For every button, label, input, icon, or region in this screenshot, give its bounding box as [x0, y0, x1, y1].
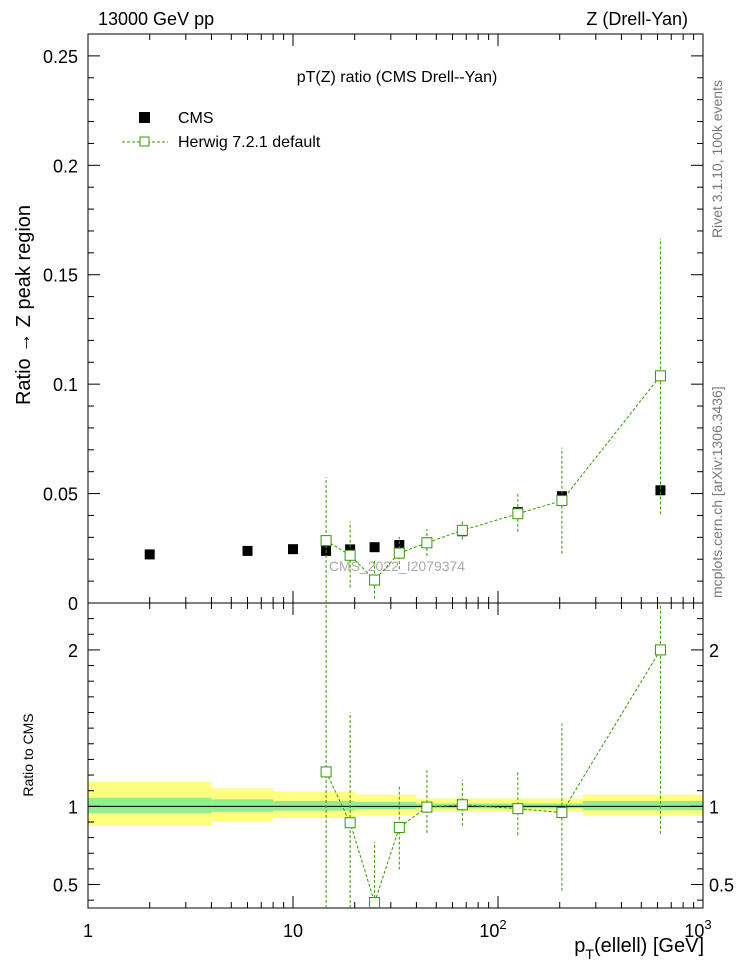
x-tick-label: 1 — [83, 921, 93, 941]
ratio-y-tick-label-right: 2 — [709, 641, 719, 661]
mc-point — [320, 535, 332, 547]
ratio-band-inner — [354, 801, 417, 810]
mc-point — [320, 766, 332, 778]
watermark: CMS_2022_I2079374 — [329, 558, 465, 574]
cms-data-point — [369, 542, 380, 553]
main-title: pT(Z) ratio (CMS Drell--Yan) — [297, 69, 498, 86]
herwig-main-series — [320, 238, 666, 603]
mc-point — [654, 644, 666, 656]
main-y-tick-label: 0 — [68, 594, 78, 614]
cms-data-point — [655, 485, 666, 496]
ratio-band-inner — [583, 800, 703, 811]
ratio-band-inner — [273, 800, 355, 811]
ratio-y-tick-label-left: 1 — [68, 797, 78, 817]
mc-point — [344, 549, 356, 561]
mc-line — [325, 649, 661, 905]
header-left: 13000 GeV pp — [98, 9, 214, 29]
main-y-tick-label: 0.15 — [43, 266, 78, 286]
main-y-tick-label: 0.25 — [43, 47, 78, 67]
chart-marks: 1 10 102 103 0 0.05 0.1 0.15 0.2 0.25 0.5 0.5 1 1 2 2 — [43, 33, 734, 941]
main-y-tick-label: 0.1 — [53, 375, 78, 395]
cms-data-point — [144, 549, 155, 560]
cms-data-series — [144, 485, 666, 560]
mc-point — [369, 574, 381, 586]
cms-data-point — [394, 540, 405, 551]
ratio-y-axis: 0.5 0.5 1 1 2 2 — [53, 602, 734, 901]
x-tick-label: 103 — [684, 917, 711, 941]
mc-point — [456, 524, 468, 536]
mc-line — [325, 375, 661, 581]
mc-point — [654, 370, 666, 382]
mc-point — [456, 799, 468, 811]
ratio-bands — [88, 782, 703, 826]
ratio-y-tick-label-right: 1 — [709, 797, 719, 817]
legend: CMS Herwig 7.2.1 default — [122, 110, 321, 151]
mc-point — [556, 807, 568, 819]
main-y-tick-label: 0.2 — [53, 156, 78, 176]
x-axis-label-rest: (ellell) [GeV] — [594, 935, 704, 957]
legend-cms-marker — [139, 112, 150, 123]
ratio-plot-frame — [87, 602, 704, 909]
cms-data-point — [242, 545, 253, 556]
mc-point — [344, 817, 356, 829]
herwig-ratio-series — [320, 603, 666, 909]
ratio-ylabel: Ratio to CMS — [20, 713, 36, 796]
mc-point — [393, 547, 405, 559]
mc-point — [421, 537, 433, 549]
legend-herwig-marker — [139, 136, 150, 147]
mcplots-label: mcplots.cern.ch [arXiv:1306.3436] — [709, 386, 725, 598]
mc-point — [512, 803, 524, 815]
cms-data-point — [345, 544, 356, 555]
ratio-band-inner — [211, 799, 274, 812]
x-tick-exponent: 3 — [704, 917, 711, 932]
legend-herwig-label: Herwig 7.2.1 default — [178, 134, 321, 151]
header-right: Z (Drell-Yan) — [586, 9, 688, 29]
x-tick-label: 10 — [283, 921, 303, 941]
ratio-band-inner — [88, 797, 212, 814]
rivet-label: Rivet 3.1.10, 100k events — [709, 80, 725, 238]
mc-point — [369, 897, 381, 909]
mc-point — [393, 821, 405, 833]
mc-point — [556, 495, 568, 507]
ratio-y-tick-label-left: 2 — [68, 641, 78, 661]
cms-data-point — [288, 544, 298, 555]
main-y-axis: 0 0.05 0.1 0.15 0.2 0.25 — [43, 47, 703, 614]
x-tick-exponent: 2 — [499, 917, 506, 932]
main-y-tick-label: 0.05 — [43, 485, 78, 505]
mc-point — [512, 508, 524, 520]
main-ylabel: Ratio → Z peak region — [13, 205, 35, 405]
x-tick-label: 102 — [479, 917, 506, 941]
x-axis-label-sub: T — [585, 946, 594, 962]
mc-point — [421, 801, 433, 813]
legend-cms-label: CMS — [178, 110, 214, 127]
ratio-y-tick-label-left: 0.5 — [53, 876, 78, 896]
ratio-y-tick-label-right: 0.5 — [709, 876, 734, 896]
